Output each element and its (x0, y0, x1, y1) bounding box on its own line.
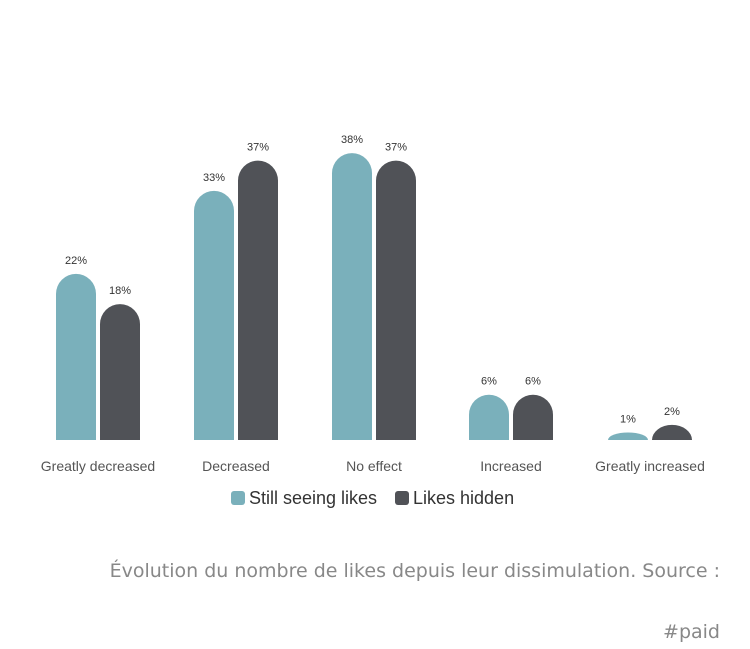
data-label-still-seeing-likes-1: 33% (203, 172, 225, 184)
bar-likes-hidden-2 (376, 160, 416, 440)
legend-label-1[interactable]: Likes hidden (413, 488, 514, 508)
figure-caption: Évolution du nombre de likes depuis leur… (109, 560, 720, 582)
bar-likes-hidden-4 (652, 424, 692, 440)
category-label-2: No effect (346, 458, 402, 474)
bar-still-seeing-likes-3 (469, 394, 509, 440)
bar-still-seeing-likes-0 (56, 273, 96, 440)
bar-chart-svg: 22% 18% Greatly decreased 33% 37% Decreased 38… (41, 134, 705, 508)
data-label-still-seeing-likes-3: 6% (481, 376, 497, 388)
bar-likes-hidden-3 (513, 394, 553, 440)
data-label-still-seeing-likes-0: 22% (65, 255, 87, 267)
legend-swatch-0[interactable] (231, 491, 245, 505)
category-label-1: Decreased (202, 458, 270, 474)
bar-likes-hidden-0 (100, 304, 140, 440)
data-label-likes-hidden-4: 2% (664, 406, 680, 418)
category-label-4: Greatly increased (595, 458, 705, 474)
data-label-still-seeing-likes-4: 1% (620, 413, 636, 425)
legend-label-0[interactable]: Still seeing likes (249, 488, 377, 508)
bar-still-seeing-likes-4 (608, 432, 648, 440)
category-label-3: Increased (480, 458, 541, 474)
bar-chart: 22% 18% Greatly decreased 33% 37% Decreased 38… (41, 134, 705, 508)
data-label-likes-hidden-3: 6% (525, 376, 541, 388)
category-label-0: Greatly decreased (41, 458, 155, 474)
legend-swatch-1[interactable] (395, 491, 409, 505)
bar-still-seeing-likes-1 (194, 190, 234, 440)
hashtag-paid[interactable]: #paid (663, 621, 720, 643)
data-label-likes-hidden-1: 37% (247, 142, 269, 154)
bar-likes-hidden-1 (238, 160, 278, 440)
bar-still-seeing-likes-2 (332, 153, 372, 440)
data-label-likes-hidden-2: 37% (385, 142, 407, 154)
data-label-likes-hidden-0: 18% (109, 285, 131, 297)
data-label-still-seeing-likes-2: 38% (341, 134, 363, 146)
